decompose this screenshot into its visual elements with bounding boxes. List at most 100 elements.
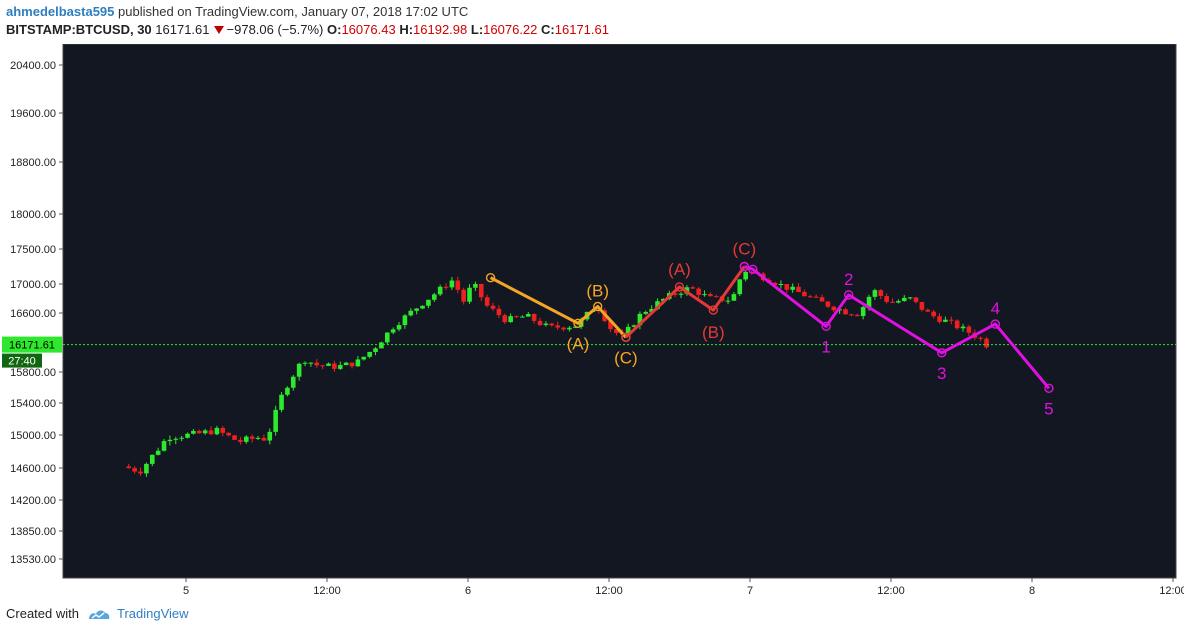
candle-body bbox=[437, 286, 443, 295]
x-tick-label: 6 bbox=[465, 585, 471, 597]
candle-body bbox=[672, 293, 678, 295]
orange-wave-line bbox=[489, 276, 628, 339]
candle-body bbox=[520, 316, 525, 318]
candle-body bbox=[825, 301, 831, 307]
published-text: published on TradingView.com, January 07… bbox=[114, 4, 469, 19]
candle-body bbox=[202, 430, 208, 434]
candle-body bbox=[167, 439, 173, 442]
x-tick-label: 12:00 bbox=[595, 585, 623, 597]
candle-body bbox=[238, 439, 243, 442]
candle-body bbox=[854, 314, 860, 317]
down-arrow-icon bbox=[213, 26, 224, 34]
candle-body bbox=[514, 316, 519, 318]
low-label: L: bbox=[470, 22, 484, 37]
candle-body bbox=[937, 316, 942, 322]
candle-body bbox=[290, 376, 296, 388]
candle-body bbox=[555, 325, 560, 328]
footer: Created with TradingView bbox=[6, 606, 189, 621]
magenta-wave-point bbox=[748, 264, 758, 275]
y-tick-label: 17000.00 bbox=[10, 279, 56, 291]
candle-body bbox=[731, 294, 737, 301]
candle-body bbox=[849, 314, 854, 316]
candle-body bbox=[243, 436, 249, 442]
candle-body bbox=[126, 466, 132, 469]
candle-body bbox=[502, 315, 508, 323]
close-value: 16171.61 bbox=[554, 22, 609, 37]
candle-body bbox=[784, 284, 790, 290]
candle-body bbox=[373, 348, 378, 352]
magenta-wave-point bbox=[1044, 383, 1054, 393]
candle-body bbox=[402, 315, 408, 326]
candle-body bbox=[978, 337, 983, 339]
candle-body bbox=[455, 280, 461, 290]
candle-body bbox=[408, 310, 414, 316]
candle-body bbox=[637, 313, 643, 326]
candle-body bbox=[549, 323, 555, 326]
x-tick-label: 8 bbox=[1029, 585, 1035, 597]
candle-body bbox=[149, 454, 155, 464]
plot-background bbox=[63, 44, 1176, 578]
candle-body bbox=[813, 296, 819, 298]
candle-body bbox=[279, 394, 284, 410]
candle-body bbox=[232, 435, 237, 440]
candle-body bbox=[426, 299, 431, 306]
magenta-wave-label-4: 4 bbox=[991, 299, 1000, 318]
candle-body bbox=[384, 332, 390, 343]
candle-body bbox=[543, 323, 549, 325]
countdown-tag bbox=[2, 353, 42, 368]
plot-frame bbox=[62, 44, 1177, 579]
magenta-wave-point bbox=[937, 348, 947, 358]
candle-body bbox=[508, 316, 513, 323]
candle-body bbox=[919, 301, 925, 310]
candle-body bbox=[901, 297, 907, 302]
candle-body bbox=[490, 305, 496, 309]
candle-body bbox=[214, 427, 220, 435]
y-tick-label: 14600.00 bbox=[10, 463, 56, 475]
candle-body bbox=[531, 314, 537, 321]
candle-body bbox=[807, 296, 813, 298]
candle-body bbox=[931, 311, 936, 317]
tradingview-link[interactable]: TradingView bbox=[116, 606, 189, 621]
candle-body bbox=[478, 283, 484, 298]
y-tick-label: 13530.00 bbox=[10, 554, 56, 566]
high-label: H: bbox=[399, 22, 414, 37]
candle-body bbox=[561, 327, 566, 330]
candle-body bbox=[467, 287, 472, 302]
orange-wave-label-a: (A) bbox=[567, 334, 590, 353]
candle-body bbox=[878, 290, 884, 297]
candle-body bbox=[631, 325, 637, 327]
candle-body bbox=[249, 436, 255, 439]
red-wave-point bbox=[674, 282, 685, 292]
candle-body bbox=[708, 294, 713, 297]
candle-body bbox=[702, 294, 707, 296]
y-tick-label: 15400.00 bbox=[10, 398, 56, 410]
y-tick-label: 18800.00 bbox=[10, 157, 56, 169]
candle-body bbox=[443, 286, 449, 288]
candle-body bbox=[161, 441, 167, 451]
candle-body bbox=[296, 363, 302, 377]
high-value: 16192.98 bbox=[413, 22, 468, 37]
orange-wave-label-b: (B) bbox=[586, 281, 609, 300]
candle-body bbox=[643, 311, 649, 314]
author-link[interactable]: ahmedelbasta595 bbox=[6, 4, 115, 19]
candle-body bbox=[226, 432, 231, 436]
candle-body bbox=[326, 363, 331, 366]
candle-body bbox=[913, 297, 919, 302]
magenta-wave-label-2: 2 bbox=[844, 270, 853, 289]
x-tick-label: 5 bbox=[183, 585, 189, 597]
y-tick-label: 15000.00 bbox=[10, 430, 56, 442]
magenta-wave-point bbox=[821, 321, 831, 331]
symbol-label: BITSTAMP:BTCUSD, 30 bbox=[6, 22, 152, 37]
created-with-text: Created with bbox=[6, 606, 79, 621]
candle-body bbox=[655, 301, 660, 310]
red-wave-label-c: (C) bbox=[733, 240, 757, 259]
candle-body bbox=[191, 430, 196, 434]
candle-body bbox=[678, 293, 684, 295]
price-chart[interactable]: 20400.00 19600.00 18800.00 18000.00 17500.00… bbox=[0, 44, 1184, 598]
candle-body bbox=[220, 427, 226, 433]
last-price-tag bbox=[2, 336, 62, 353]
y-tick-label: 16600.00 bbox=[10, 308, 56, 320]
candle-body bbox=[473, 283, 478, 288]
y-tick-label: 14200.00 bbox=[10, 495, 56, 507]
magenta-wave-point bbox=[990, 319, 1001, 329]
